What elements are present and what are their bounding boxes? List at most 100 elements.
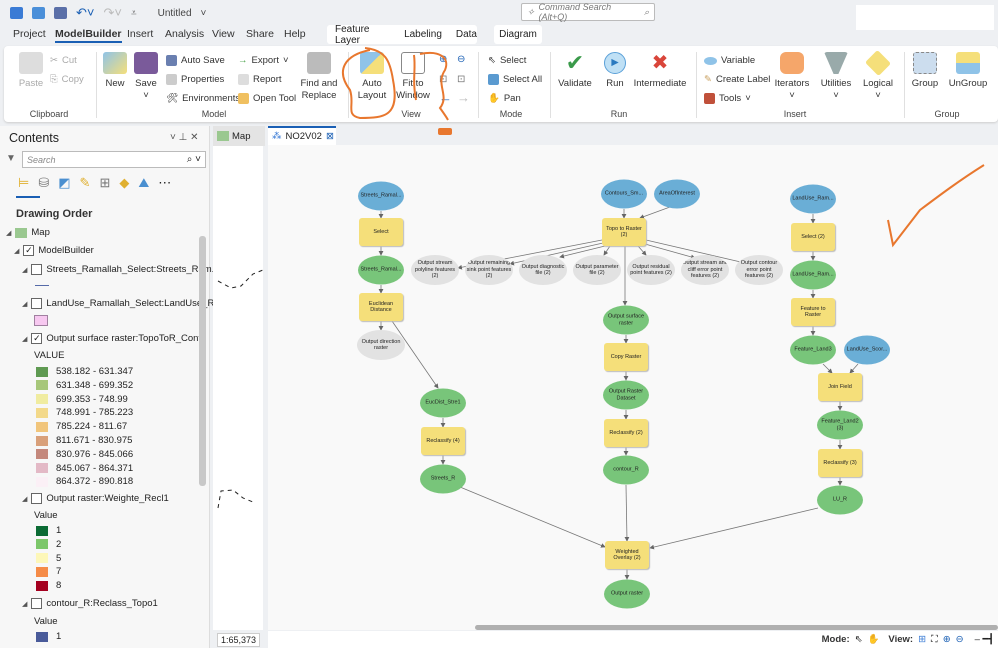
variable-node-eucdist[interactable]: EucDist_Stre1 (420, 388, 466, 418)
variable-node-aoi[interactable]: AreaOfInterest (654, 179, 700, 209)
output-node-out_dir[interactable]: Output direction raster (357, 330, 405, 360)
tab-feature-layer[interactable]: Feature Layer (335, 23, 370, 46)
tool-node-reclass4[interactable]: Reclassify (4) (421, 427, 465, 455)
command-search[interactable]: ✧ Command Search (Alt+Q) ⌕ (521, 2, 655, 22)
output-node-o5[interactable]: Output residual point features (2) (627, 255, 675, 285)
save-project-icon[interactable] (54, 7, 67, 19)
snapping-icon[interactable]: ⊞ (99, 175, 111, 190)
layer-surface-raster[interactable]: ◢ ✓ Output surface raster:TopoToR_Cont1 (22, 333, 207, 344)
variable-node-contour_r[interactable]: contour_R (603, 455, 649, 485)
tool-node-select2[interactable]: Select (2) (791, 223, 835, 251)
checkbox[interactable] (31, 264, 43, 275)
variable-node-contours[interactable]: Contours_Sm... (601, 179, 647, 209)
zoom-in-icon[interactable]: ⊕ (942, 634, 951, 645)
data-source-icon[interactable]: ⛁ (38, 175, 50, 190)
tool-node-reclass3[interactable]: Reclassify (3) (818, 449, 862, 477)
variable-node-landuse_sel[interactable]: LandUse_Ram... (790, 260, 836, 290)
modelbuilder-group[interactable]: ◢ ✓ ModelBuilder (14, 245, 94, 256)
variable-node-fl2[interactable]: Feature_Land2 (3) (817, 410, 863, 440)
redo-icon[interactable]: ↷˅ (103, 5, 122, 20)
checkbox[interactable] (31, 298, 43, 309)
variable-button[interactable]: Variable (704, 55, 755, 66)
variable-node-lu_score[interactable]: LandUse_Scor... (844, 335, 890, 365)
editing-icon[interactable]: ✎ (79, 175, 91, 190)
environments-button[interactable]: 🛠 Environments (166, 93, 240, 104)
select-mode-icon[interactable]: ⇖ (854, 634, 863, 645)
tool-node-select[interactable]: Select (359, 218, 403, 246)
output-node-o6[interactable]: Output stream and cliff error point feat… (681, 255, 729, 285)
variable-node-streets_in[interactable]: Streets_Ramal... (358, 181, 404, 211)
find-replace-button[interactable]: Find and Replace (300, 52, 338, 102)
output-node-o3[interactable]: Output diagnostic file (2) (519, 255, 567, 285)
layer-landuse[interactable]: ◢ LandUse_Ramallah_Select:LandUse_R... (22, 298, 223, 309)
checkbox[interactable] (31, 598, 43, 609)
pane-options-icons[interactable]: ˅ ⊥ ✕ (170, 132, 199, 143)
tab-labeling[interactable]: Labeling (404, 29, 442, 40)
tab-model[interactable]: ⁂ NO2V02 ⊠ (268, 126, 336, 145)
auto-layout-button[interactable]: Auto Layout (356, 52, 388, 102)
variable-node-streets_r[interactable]: Streets_R (420, 464, 466, 494)
output-node-o1[interactable]: Output stream polyline features (2) (411, 255, 459, 285)
labeling-icon[interactable]: ◆ (119, 175, 130, 190)
save-model-button[interactable]: Save ˅ (134, 52, 158, 102)
group-button[interactable]: Group (910, 52, 940, 90)
cut-button[interactable]: ✂ Cut (50, 55, 77, 66)
zoom-in-icon[interactable]: ⊕ (439, 54, 448, 65)
fixed-zoom-in-icon[interactable]: ⊡ (439, 74, 448, 85)
paste-button[interactable]: Paste (16, 52, 46, 90)
project-title[interactable]: Untitled (157, 7, 192, 19)
checkbox[interactable]: ✓ (31, 333, 43, 344)
output-node-o2[interactable]: Output remaining sink point features (2) (465, 255, 513, 285)
perspective-icon[interactable]: ⛰ (138, 175, 150, 190)
tab-diagram[interactable]: Diagram (494, 25, 542, 44)
fit-to-window-button[interactable]: Fit to Window (396, 52, 430, 102)
tool-node-f2r[interactable]: Feature to Raster (791, 298, 835, 326)
tool-node-copy[interactable]: Copy Raster (604, 343, 648, 371)
tab-help[interactable]: Help (284, 28, 306, 40)
validate-button[interactable]: ✔ Validate (557, 52, 593, 90)
open-project-icon[interactable] (32, 7, 45, 19)
customize-icon[interactable]: ⩡ (130, 7, 137, 19)
new-model-button[interactable]: New (102, 52, 128, 90)
tool-node-join[interactable]: Join Field (818, 373, 862, 401)
zoom-out-icon[interactable]: ⊖ (457, 54, 466, 65)
contents-search-input[interactable]: Search ⌕ ˅ (22, 151, 206, 168)
fit-view-icon[interactable]: ⊞ (918, 634, 927, 645)
more-icon[interactable]: ⋯ (158, 175, 172, 190)
map-view[interactable] (213, 146, 263, 630)
output-node-o7[interactable]: Output contour error point features (2) (735, 255, 783, 285)
tab-view[interactable]: View (212, 28, 235, 40)
zoom-out-icon[interactable]: ⊖ (955, 634, 964, 645)
open-tool-button[interactable]: Open Tool (238, 93, 296, 104)
variable-node-streets_sel[interactable]: Streets_Ramal... (358, 255, 404, 285)
tab-data[interactable]: Data (455, 29, 477, 40)
run-button[interactable]: ▶ Run (602, 52, 628, 90)
pan-mode-icon[interactable]: ✋ (867, 634, 880, 645)
contents-scrollbar[interactable] (199, 236, 206, 486)
tab-project[interactable]: Project (13, 28, 46, 40)
create-label-button[interactable]: ✎ Create Label (704, 74, 770, 85)
tool-node-euclid[interactable]: Euclidean Distance (359, 293, 403, 321)
horizontal-scrollbar[interactable] (475, 625, 998, 630)
tab-analysis[interactable]: Analysis (165, 28, 205, 40)
map-node[interactable]: ◢ Map (6, 227, 50, 238)
utilities-button[interactable]: Utilities ˅ (818, 52, 854, 102)
output-node-o4[interactable]: Output parameter file (2) (573, 255, 621, 285)
undo-icon[interactable]: ↶˅ (76, 5, 95, 20)
map-scale[interactable]: 1:65,373 (217, 633, 261, 647)
variable-node-out_raster[interactable]: Output raster (604, 579, 650, 609)
checkbox[interactable] (31, 493, 43, 504)
tab-share[interactable]: Share (246, 28, 275, 40)
checkbox[interactable]: ✓ (23, 245, 35, 256)
tool-node-wo[interactable]: Weighted Overlay (2) (605, 541, 649, 569)
report-button[interactable]: Report (238, 74, 282, 85)
variable-node-fl3[interactable]: Feature_Land3 (790, 335, 836, 365)
tab-insert[interactable]: Insert (127, 28, 154, 40)
ungroup-button[interactable]: UnGroup (948, 52, 988, 90)
logical-button[interactable]: Logical ˅ (860, 49, 896, 102)
copy-button[interactable]: ⎘ Copy (50, 74, 84, 85)
full-extent-icon[interactable]: ⛶ (931, 634, 938, 645)
selection-icon[interactable]: ◩ (58, 175, 71, 190)
fixed-zoom-out-icon[interactable]: ⊡ (457, 74, 466, 85)
zoom-slider[interactable]: – ━┫ (974, 634, 994, 645)
